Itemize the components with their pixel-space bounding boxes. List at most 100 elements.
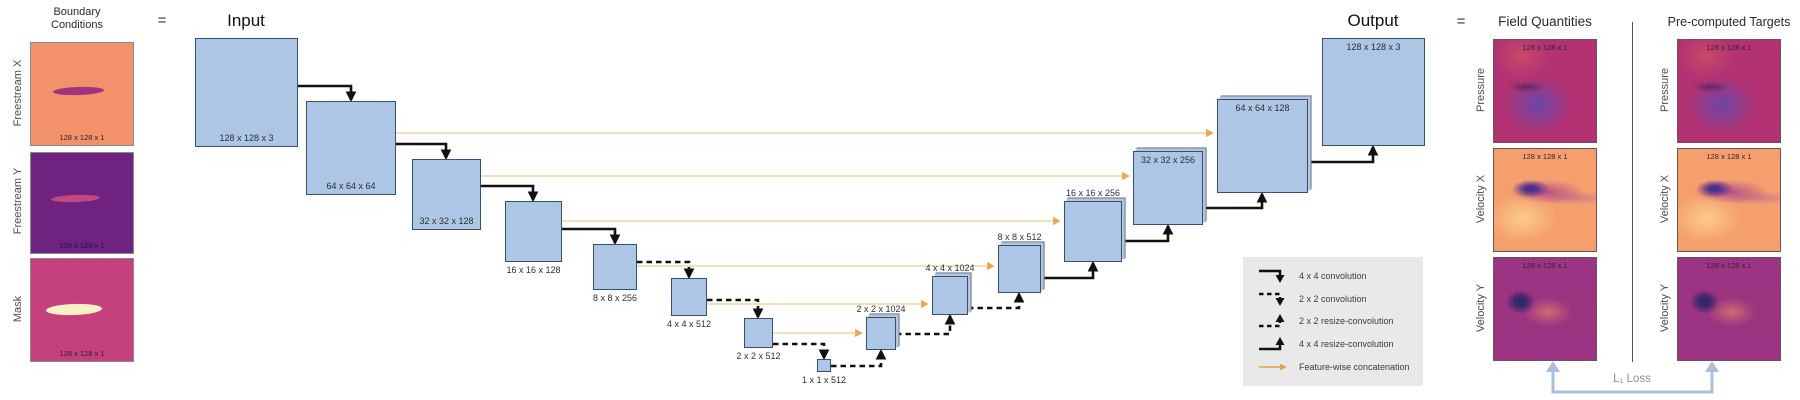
airfoil-shape: [53, 85, 105, 96]
block-dim-label: 64 x 64 x 64: [326, 181, 376, 191]
resize-conv-arrow-2x2: [831, 348, 887, 368]
target-velocity-y-image: 128 x 128 x 1: [1677, 257, 1781, 361]
resize-conv-arrow-2x2: [896, 313, 956, 336]
block-dim-label: 8 x 8 x 512: [997, 232, 1042, 242]
unet-block-dec-32: 32 x 32 x 256: [1133, 151, 1203, 225]
dim-label: 128 x 128 x 1: [1522, 43, 1568, 52]
dim-label: 128 x 128 x 1: [1522, 152, 1568, 161]
equals-sign-right: =: [1456, 13, 1466, 30]
target-velocity-x-image: 128 x 128 x 1: [1677, 148, 1781, 252]
dashed-down-arrow-icon: [1259, 292, 1285, 306]
solid-up-arrow-icon: [1259, 337, 1285, 351]
block-dim-label: 128 x 128 x 3: [219, 133, 274, 143]
legend-item: 2 x 2 resize-convolution: [1257, 312, 1423, 330]
legend-box: 4 x 4 convolution 2 x 2 convolution 2 x …: [1243, 257, 1423, 386]
boundary-conditions-title: Boundary Conditions: [51, 6, 103, 31]
resize-conv-arrow-4x4: [1122, 223, 1174, 243]
velocity-y-row-label: Velocity Y: [1475, 283, 1487, 333]
unet-block-enc-4: 4 x 4 x 512: [667, 278, 711, 329]
conv-arrow-4x4: [298, 84, 357, 103]
field-pressure-image: 128 x 128 x 1: [1493, 39, 1597, 143]
unet-block-bottleneck-1: 1 x 1 x 512: [802, 359, 846, 385]
output-title: Output: [1347, 11, 1399, 30]
dim-label: 128 x 128 x 1: [59, 349, 105, 358]
mask-label: Mask: [12, 295, 24, 323]
unet-block-enc-16: 16 x 16 x 128: [505, 201, 562, 275]
dim-label: 128 x 128 x 1: [1706, 261, 1752, 270]
freestream-y-image: 128 x 128 x 1: [30, 152, 134, 254]
dim-label: 128 x 128 x 1: [1706, 43, 1752, 52]
field-quantities-title: Field Quantities: [1498, 14, 1592, 29]
freestream-x-image: 128 x 128 x 1: [30, 42, 134, 146]
block-dim-label: 4 x 4 x 1024: [925, 263, 975, 273]
block-dim-label: 16 x 16 x 128: [506, 265, 561, 275]
velocity-y-row-label: Velocity Y: [1659, 283, 1671, 333]
unet-block-enc-64: 64 x 64 x 64: [306, 101, 396, 195]
block-dim-label: 1 x 1 x 512: [801, 375, 847, 385]
block-dim-label: 4 x 4 x 512: [666, 319, 712, 329]
block-dim-label: 128 x 128 x 3: [1346, 42, 1401, 52]
loss-arrowhead-left: [1546, 361, 1560, 372]
unet-block-dec-8: 8 x 8 x 512: [997, 232, 1042, 293]
block-dim-label: 2 x 2 x 512: [736, 351, 781, 361]
skip-connection-lines: [396, 128, 1214, 338]
solid-down-arrow-icon: [1259, 270, 1285, 284]
block-dim-label: 32 x 32 x 128: [419, 216, 474, 226]
resize-conv-arrow-4x4: [1308, 144, 1379, 164]
dashed-up-arrow-icon: [1259, 314, 1285, 328]
block-dim-label: 16 x 16 x 256: [1065, 188, 1121, 198]
equals-sign-left: =: [157, 12, 167, 29]
airfoil-shape: [51, 194, 101, 203]
pressure-row-label: Pressure: [1475, 67, 1487, 113]
resize-conv-arrow-2x2: [968, 291, 1025, 310]
dim-label: 128 x 128 x 1: [59, 133, 105, 142]
conv-arrow-4x4: [481, 184, 539, 203]
unet-block-enc-8: 8 x 8 x 256: [593, 244, 637, 303]
dim-label: 128 x 128 x 1: [1522, 261, 1568, 270]
conv-arrow-4x4: [562, 227, 621, 246]
freestream-x-label: Freestream X: [12, 59, 24, 127]
target-pressure-image: 128 x 128 x 1: [1677, 39, 1781, 143]
velocity-x-row-label: Velocity X: [1475, 174, 1487, 224]
loss-arrowhead-right: [1705, 361, 1719, 372]
conv-arrow-4x4: [396, 142, 452, 161]
block-dim-label: 64 x 64 x 128: [1235, 103, 1290, 113]
airfoil-shape: [46, 302, 103, 317]
encoder-arrows: [298, 84, 830, 361]
field-velocity-y-image: 128 x 128 x 1: [1493, 257, 1597, 361]
pressure-row-label: Pressure: [1659, 67, 1671, 113]
legend-item: 4 x 4 convolution: [1257, 267, 1423, 285]
legend-item: Feature-wise concatenation: [1257, 358, 1423, 376]
conv-arrow-2x2: [773, 342, 830, 361]
unet-block-dec-16: 16 x 16 x 256: [1064, 188, 1122, 262]
pre-computed-targets-title: Pre-computed Targets: [1667, 15, 1791, 29]
dim-label: 128 x 128 x 1: [1706, 152, 1752, 161]
legend-item: 4 x 4 resize-convolution: [1257, 335, 1423, 353]
mask-image: 128 x 128 x 1: [30, 258, 134, 362]
unet-block-input: 128 x 128 x 3: [195, 38, 298, 147]
conv-arrow-2x2: [637, 260, 695, 280]
resize-conv-arrow-4x4: [1203, 191, 1268, 210]
unet-block-dec-4: 4 x 4 x 1024: [925, 263, 975, 315]
field-velocity-x-image: 128 x 128 x 1: [1493, 148, 1597, 252]
input-title: Input: [227, 11, 265, 30]
block-dim-label: 8 x 8 x 256: [592, 293, 638, 303]
l1-loss-label: L₁ Loss: [1613, 373, 1651, 385]
unet-block-dec-2: 2 x 2 x 1024: [856, 304, 906, 350]
freestream-y-label: Freestream Y: [12, 167, 24, 235]
dim-label: 128 x 128 x 1: [59, 241, 105, 250]
orange-right-arrow-icon: [1259, 363, 1287, 371]
unet-block-dec-64: 64 x 64 x 128: [1217, 99, 1308, 193]
legend-item: 2 x 2 convolution: [1257, 290, 1423, 308]
unet-block-enc-2: 2 x 2 x 512: [736, 318, 781, 361]
column-divider: [1632, 22, 1633, 362]
resize-conv-arrow-4x4: [1041, 260, 1099, 280]
l1-loss-bracket: [1546, 361, 1719, 394]
conv-arrow-2x2: [707, 298, 764, 320]
unet-block-enc-32: 32 x 32 x 128: [412, 159, 481, 230]
velocity-x-row-label: Velocity X: [1659, 174, 1671, 224]
block-dim-label: 32 x 32 x 256: [1140, 155, 1196, 165]
block-dim-label: 2 x 2 x 1024: [856, 304, 906, 314]
